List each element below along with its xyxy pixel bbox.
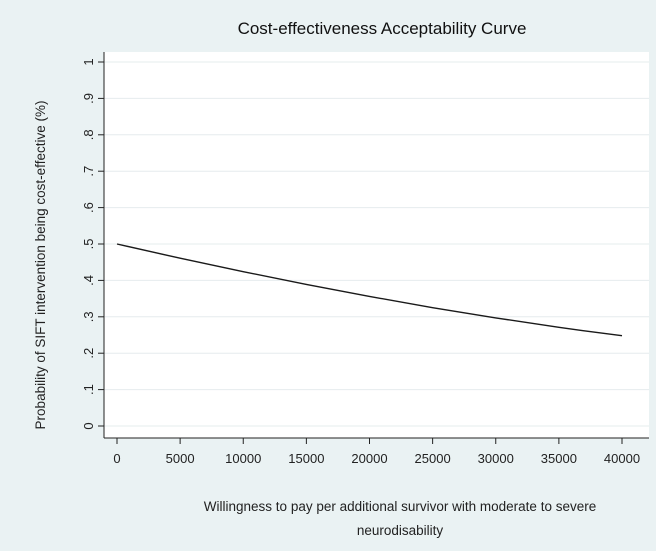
grid-lines — [104, 61, 649, 427]
x-tick-label: 25000 — [415, 451, 451, 466]
x-tick-label: 15000 — [288, 451, 324, 466]
y-tick-label: 0 — [81, 422, 96, 429]
x-axis: 0 5000 10000 15000 20000 25000 30000 35000 40000 — [104, 437, 649, 466]
series-group — [116, 243, 623, 337]
x-tick-label: 35000 — [541, 451, 577, 466]
y-axis-label: Probability of SIFT intervention being c… — [33, 101, 48, 430]
y-tick-label: .8 — [81, 129, 96, 140]
x-tick-label: 40000 — [604, 451, 640, 466]
x-tick-label: 5000 — [166, 451, 195, 466]
x-tick-label: 10000 — [225, 451, 261, 466]
series-line — [116, 243, 623, 337]
x-tick-label: 0 — [113, 451, 120, 466]
x-axis-label-line-1: Willingness to pay per additional surviv… — [204, 499, 596, 514]
y-tick-label: .9 — [81, 93, 96, 104]
y-axis: 0 .1 .2 .3 .4 .5 .6 .7 .8 .9 1 — [81, 52, 105, 438]
y-tick-label: .2 — [81, 348, 96, 359]
y-tick-label: .6 — [81, 202, 96, 213]
y-tick-label: .7 — [81, 166, 96, 177]
x-axis-label-line-2: neurodisability — [357, 523, 444, 538]
y-tick-label: 1 — [81, 58, 96, 65]
y-tick-label: .5 — [81, 239, 96, 250]
y-tick-label: .1 — [81, 384, 96, 395]
y-tick-label: .3 — [81, 311, 96, 322]
x-tick-label: 30000 — [478, 451, 514, 466]
y-tick-label: .4 — [81, 275, 96, 286]
chart-title: Cost-effectiveness Acceptability Curve — [238, 19, 527, 38]
plot-area — [104, 52, 649, 438]
x-tick-label: 20000 — [351, 451, 387, 466]
